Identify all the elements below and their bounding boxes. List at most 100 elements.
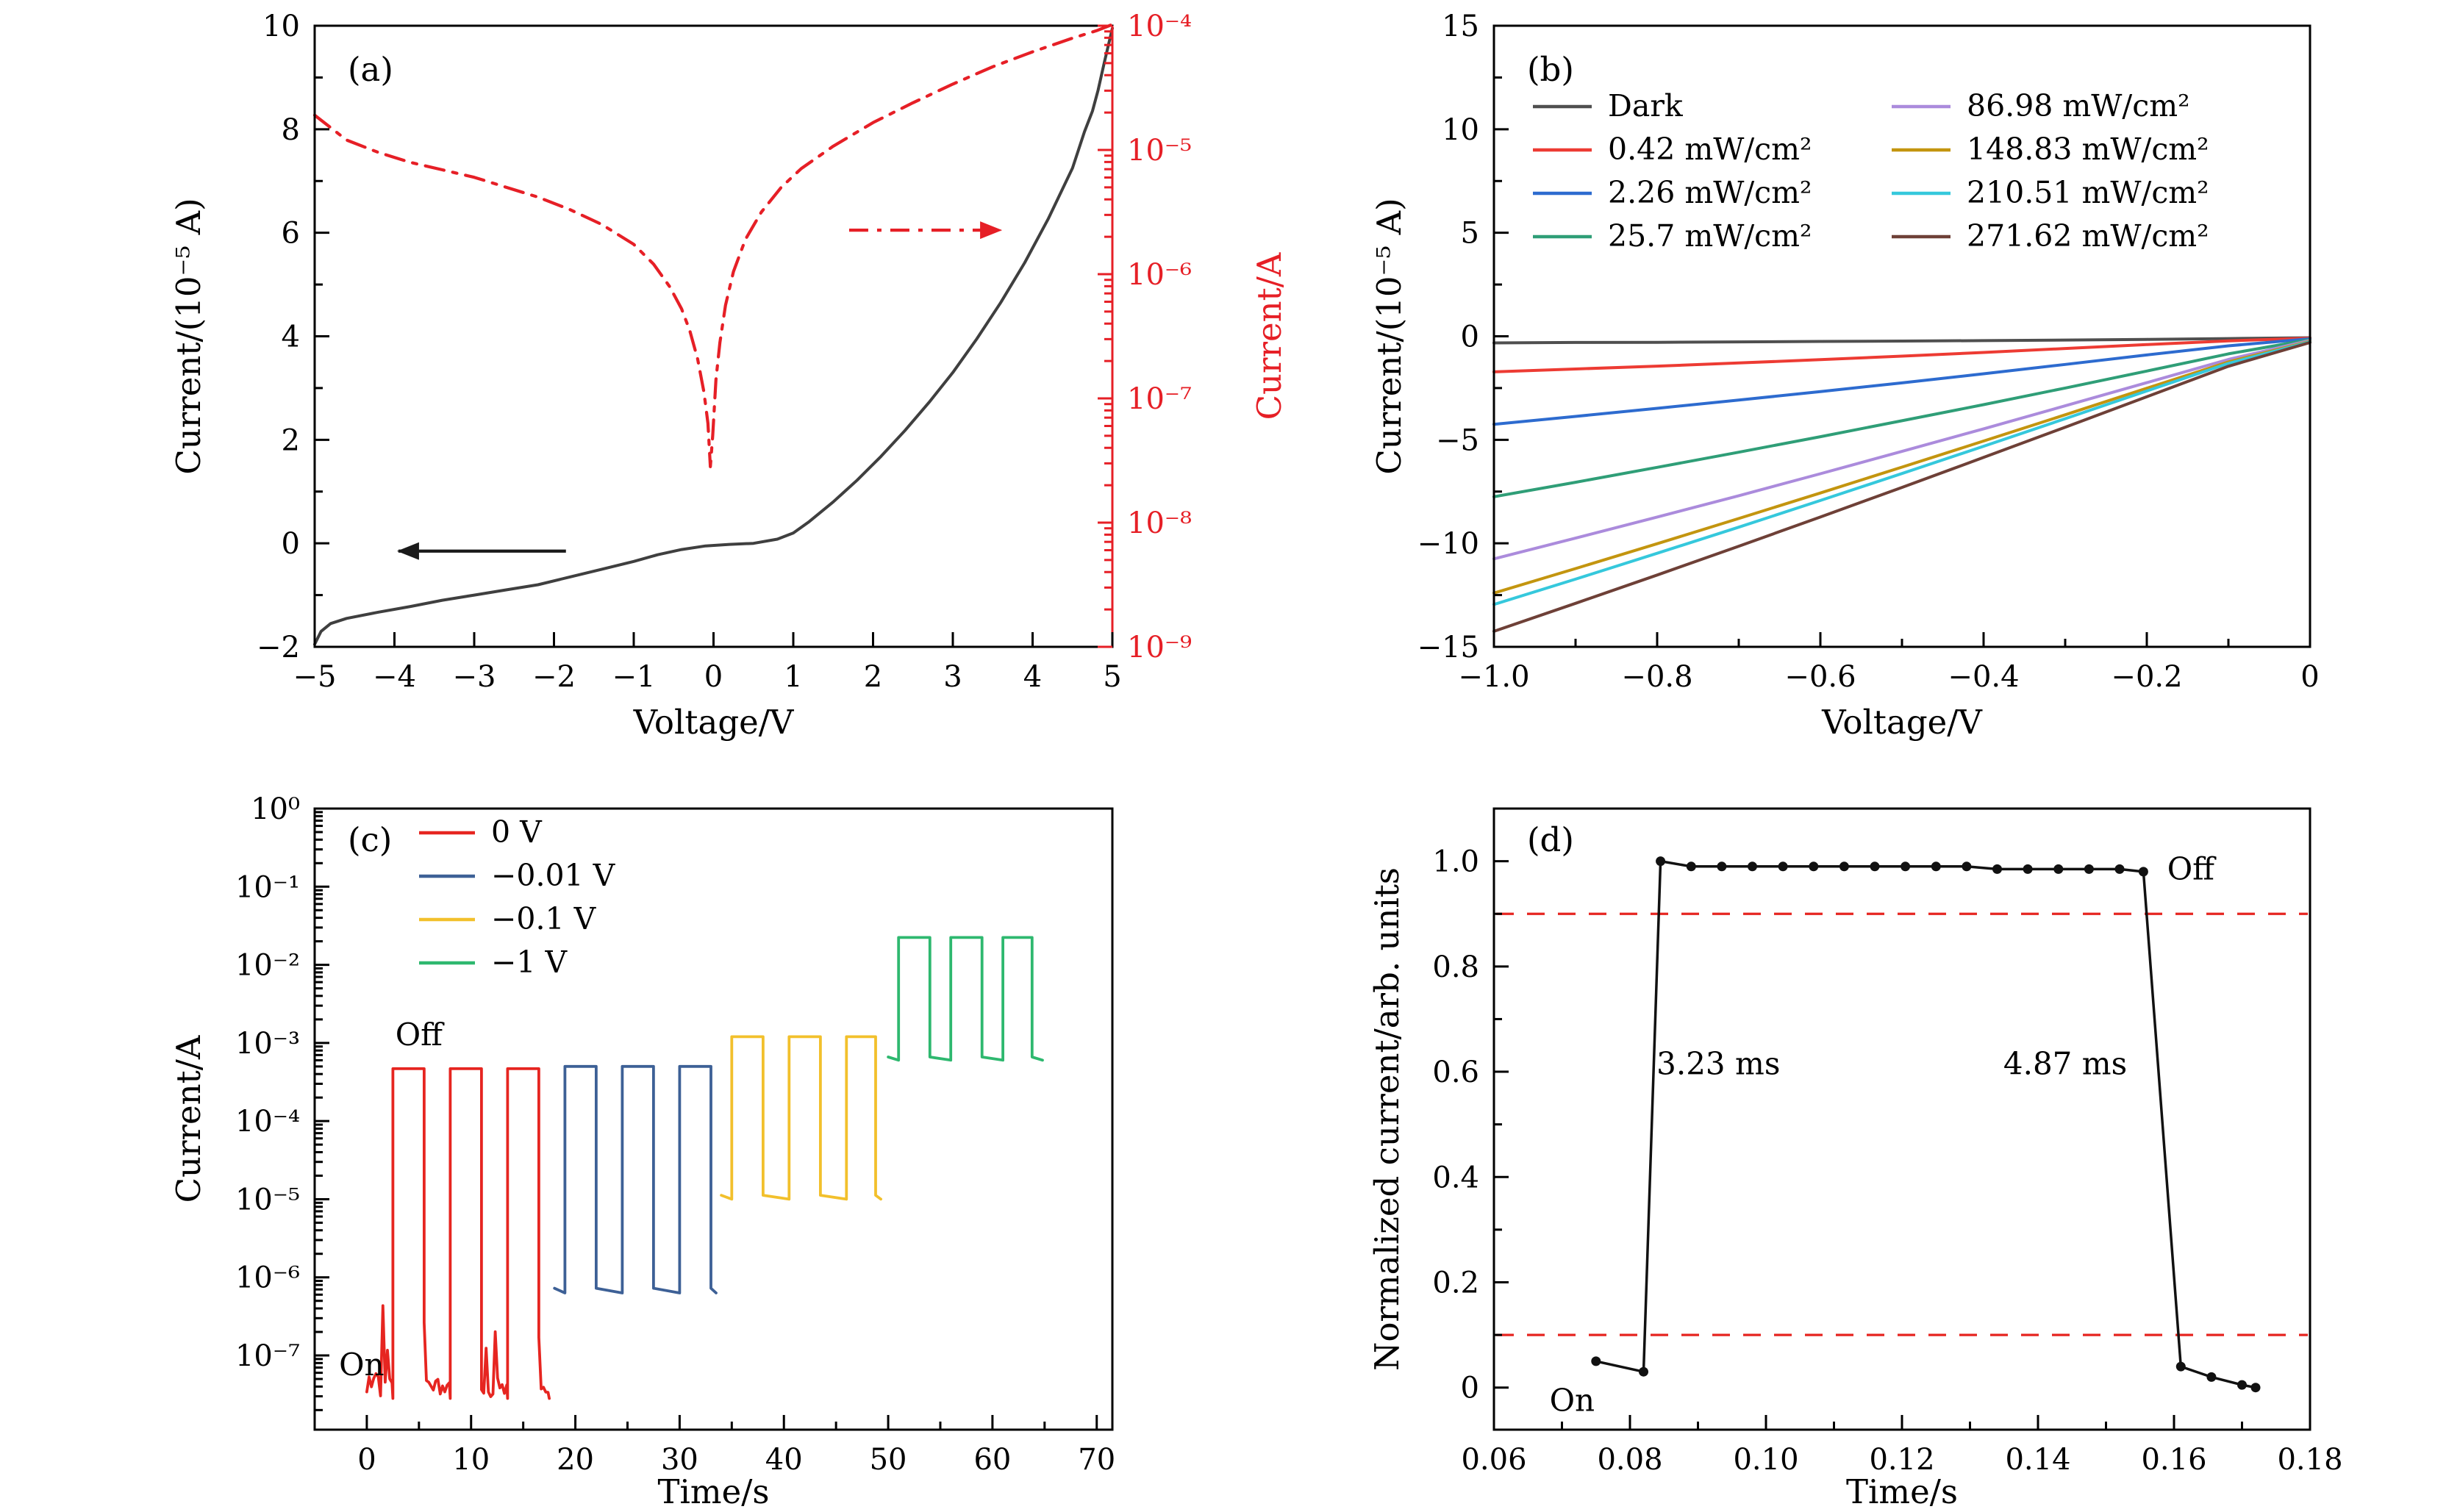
x-tick-label: 0.18 xyxy=(2277,1443,2342,1477)
x-tick-label: 1 xyxy=(784,660,802,694)
panel-letter-label: (b) xyxy=(1527,50,1574,89)
y-axis-label: Current/A xyxy=(169,1035,208,1203)
x-tick-label: 2 xyxy=(864,660,882,694)
x-tick-label: −2 xyxy=(532,660,576,694)
y-tick-label: −15 xyxy=(1417,631,1479,664)
y2-tick-label: 10⁻⁶ xyxy=(1127,258,1192,292)
x-axis-label: Time/s xyxy=(1846,1472,1958,1511)
y2-tick-label: 10⁻⁸ xyxy=(1127,506,1192,540)
plot-frame xyxy=(1492,807,2311,1431)
x-tick-label: −0.8 xyxy=(1621,660,1692,694)
y-tick-label: 0.2 xyxy=(1432,1266,1479,1300)
series-86.98 mW/cm² xyxy=(1492,339,2311,561)
y-tick-label: 0.8 xyxy=(1432,950,1479,984)
data-point-marker xyxy=(2206,1372,2217,1382)
legend-label: −0.01 V xyxy=(491,858,616,893)
x-tick-label: 0 xyxy=(704,660,723,694)
y-tick-label: 10⁻⁵ xyxy=(235,1183,300,1217)
annotation-text: On xyxy=(339,1347,384,1383)
x-tick-label: 4 xyxy=(1023,660,1042,694)
x-tick-label: 0.08 xyxy=(1597,1443,1662,1477)
data-point-marker xyxy=(1962,861,1972,872)
annotation-text: 3.23 ms xyxy=(1656,1045,1780,1081)
series-Dark xyxy=(1492,336,2311,345)
series-0.42 mW/cm² xyxy=(1492,337,2311,373)
x-tick-label: 0.10 xyxy=(1733,1443,1798,1477)
data-point-marker xyxy=(1901,861,1911,872)
y2-tick-label: 10⁻⁴ xyxy=(1127,10,1192,43)
legend-label: 2.26 mW/cm² xyxy=(1608,175,1812,210)
y2-axis-label: Current/A xyxy=(1250,252,1289,420)
y-tick-label: −10 xyxy=(1417,527,1479,561)
panel-letter-label: (d) xyxy=(1527,820,1574,859)
legend-label: 0 V xyxy=(491,814,543,850)
y-tick-label: 8 xyxy=(282,113,300,147)
data-point-marker xyxy=(1686,861,1696,872)
panel-letter-label: (c) xyxy=(348,820,392,859)
panel-a: −5 −4 −3 −2 −1 0 1 2 3 4 5 −2 0 2 4 6 8 10 10⁻⁹ 10⁻⁸ 10⁻⁷ 10⁻… xyxy=(169,10,1289,742)
x-tick-label: 50 xyxy=(870,1443,907,1477)
y-axis-label: Normalized current/arb. units xyxy=(1367,867,1406,1371)
y-axis-label: Current/(10⁻⁵ A) xyxy=(169,198,208,474)
x-tick-label: 0.06 xyxy=(1461,1443,1526,1477)
data-point-marker xyxy=(2175,1361,2186,1372)
data-point-marker xyxy=(2053,864,2064,874)
x-tick-label: −0.6 xyxy=(1784,660,1856,694)
series-148.83 mW/cm² xyxy=(1492,340,2311,595)
data-point-marker xyxy=(2250,1383,2261,1393)
x-tick-label: 3 xyxy=(943,660,962,694)
series-210.51 mW/cm² xyxy=(1492,340,2311,606)
y-tick-label: 10 xyxy=(262,10,300,43)
data-point-marker xyxy=(2237,1380,2247,1390)
annotation-text: On xyxy=(1550,1383,1595,1419)
y-tick-label: 0 xyxy=(1461,1372,1479,1405)
panel-d: 0.06 0.08 0.10 0.12 0.14 0.16 0.18 0 0.2 0.4 0.6 0.… xyxy=(1367,807,2343,1511)
panel-letter-label: (a) xyxy=(348,50,393,89)
y-axis-label: Current/(10⁻⁵ A) xyxy=(1370,198,1409,474)
y-tick-label: 10⁻³ xyxy=(235,1027,300,1061)
data-point-marker xyxy=(1809,861,1819,872)
data-point-marker xyxy=(1992,864,2002,874)
y-tick-label: 15 xyxy=(1442,10,1479,43)
x-tick-label: −1.0 xyxy=(1458,660,1529,694)
series-271.62 mW/cm² xyxy=(1492,340,2311,633)
x-tick-label: 40 xyxy=(765,1443,803,1477)
series-−1 V xyxy=(887,936,1044,1062)
x-axis-label: Time/s xyxy=(658,1472,770,1511)
y2-tick-label: 10⁻⁷ xyxy=(1127,382,1192,416)
x-tick-label: 0 xyxy=(357,1443,376,1477)
y-tick-label: 6 xyxy=(282,217,300,251)
y-tick-label: 0 xyxy=(282,527,300,561)
x-tick-label: −3 xyxy=(453,660,496,694)
data-point-marker xyxy=(1931,861,1941,872)
y2-tick-label: 10⁻⁵ xyxy=(1127,134,1192,168)
y-tick-label: 10⁻⁴ xyxy=(235,1105,300,1139)
legend-label: 0.42 mW/cm² xyxy=(1608,132,1812,167)
y-tick-label: 1.0 xyxy=(1432,845,1479,879)
x-axis-label: Voltage/V xyxy=(1821,703,1983,742)
data-point-marker xyxy=(1870,861,1880,872)
data-point-marker xyxy=(1639,1366,1648,1377)
data-point-marker xyxy=(1591,1356,1601,1366)
legend-label: 210.51 mW/cm² xyxy=(1967,175,2209,210)
y-tick-label: 10⁰ xyxy=(251,792,300,826)
series-normalized-response xyxy=(1595,859,2257,1389)
y-tick-label: 0.4 xyxy=(1432,1161,1479,1194)
y-tick-label: 4 xyxy=(282,320,300,354)
x-tick-label: 0.16 xyxy=(2141,1443,2206,1477)
x-tick-label: 20 xyxy=(557,1443,594,1477)
y-tick-label: −5 xyxy=(1436,423,1479,457)
series-0 V xyxy=(365,1067,551,1400)
data-point-marker xyxy=(2138,867,2148,877)
panel-b: −1.0 −0.8 −0.6 −0.4 −0.2 0 −15 −10 −5 0 5 10 15 Volta… xyxy=(1370,10,2320,742)
x-tick-label: 10 xyxy=(452,1443,490,1477)
plot-frame xyxy=(313,807,1114,1431)
legend-label: 148.83 mW/cm² xyxy=(1967,132,2209,167)
series-−0.01 V xyxy=(553,1064,718,1294)
y-tick-label: 2 xyxy=(282,423,300,457)
data-point-marker xyxy=(2023,864,2033,874)
data-point-marker xyxy=(1778,861,1788,872)
series-IV-log xyxy=(312,23,1115,468)
x-tick-label: 70 xyxy=(1078,1443,1115,1477)
